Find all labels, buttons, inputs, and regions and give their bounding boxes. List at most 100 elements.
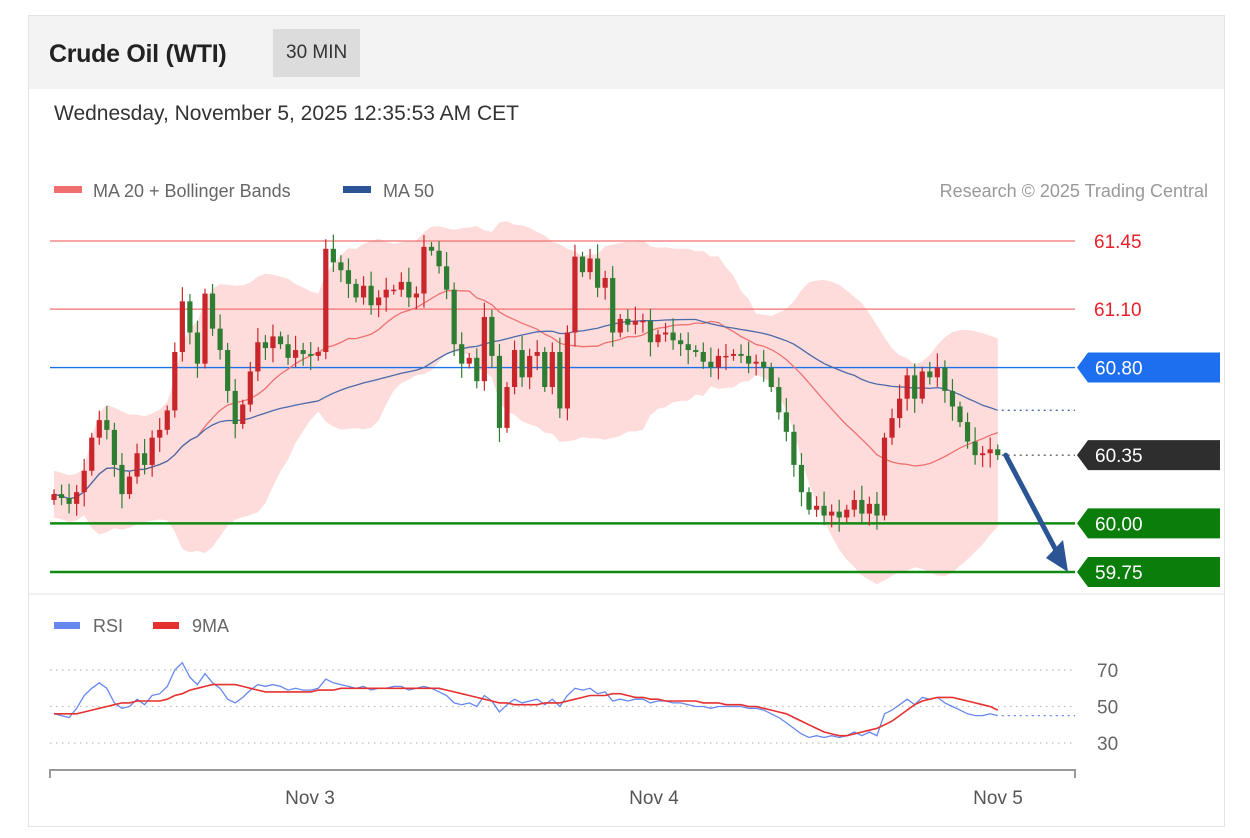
candle — [413, 286, 419, 310]
candle-body — [678, 340, 684, 345]
candle — [119, 453, 125, 509]
level-label-4: 60.00 — [1095, 514, 1143, 535]
candle-body — [104, 420, 110, 430]
candle-body — [277, 336, 284, 345]
candle-body — [874, 503, 880, 516]
candle — [881, 432, 888, 521]
timestamp: Wednesday, November 5, 2025 12:35:53 AM … — [54, 102, 519, 125]
candle-body — [345, 270, 352, 284]
candle — [187, 294, 193, 345]
candle — [587, 248, 593, 280]
candle-body — [119, 464, 125, 495]
candle-body — [980, 453, 986, 456]
candle — [89, 432, 95, 476]
candle-body — [406, 281, 412, 298]
candle-body — [768, 367, 774, 388]
candle — [134, 443, 140, 484]
candle-body — [164, 410, 170, 430]
timeframe-badge[interactable]: 30 MIN — [273, 29, 361, 77]
candle-body — [791, 431, 797, 465]
candle-body — [481, 316, 487, 382]
candle — [844, 504, 850, 523]
candle-body — [632, 320, 638, 325]
candle — [829, 504, 835, 528]
candle — [255, 328, 261, 381]
candle — [821, 491, 827, 526]
x-tick-label: Nov 4 — [629, 788, 679, 809]
candle-body — [881, 437, 888, 516]
candle — [308, 342, 314, 371]
candle — [489, 309, 495, 368]
rsi-pane: 30 50 70 — [50, 661, 1118, 755]
candle — [421, 234, 427, 308]
candle-body — [708, 361, 714, 368]
candle-body — [330, 248, 336, 263]
candle-body — [96, 420, 102, 438]
chart-header: Crude Oil (WTI) 30 MIN — [29, 16, 1224, 89]
candle-body — [368, 285, 374, 306]
candle-body — [474, 357, 480, 382]
candle — [96, 410, 102, 445]
candle-body — [761, 361, 767, 368]
candle-body — [413, 293, 419, 298]
candle — [360, 276, 367, 305]
candle — [640, 313, 646, 333]
price-levels — [50, 240, 1075, 574]
candle — [610, 266, 616, 347]
rsi-ma-line — [54, 683, 999, 737]
candle-body — [813, 505, 820, 510]
level-tag-5 — [1077, 557, 1220, 587]
candle — [806, 487, 812, 515]
candle-body — [942, 367, 948, 391]
candle — [126, 471, 133, 499]
candle — [209, 284, 216, 336]
candle-body — [866, 503, 872, 514]
candle — [300, 342, 306, 366]
level-label-1: 61.10 — [1094, 300, 1142, 321]
x-tick-label: Nov 3 — [285, 788, 335, 809]
candle-body — [225, 350, 231, 391]
candle-body — [315, 351, 321, 356]
candle — [293, 335, 299, 368]
candle — [700, 342, 706, 369]
copyright-notice: Research © 2025 Trading Central — [940, 181, 1208, 201]
candle-body — [904, 375, 910, 399]
candle — [783, 398, 789, 442]
candle-body — [836, 511, 842, 518]
candle-body — [595, 258, 601, 288]
candle — [670, 318, 676, 350]
candle-body — [919, 371, 925, 399]
candle-body — [693, 350, 699, 352]
candle — [277, 331, 284, 350]
instrument-title: Crude Oil (WTI) — [49, 40, 227, 68]
candle — [104, 405, 110, 440]
ma50-legend-label: MA 50 — [383, 181, 434, 201]
candle — [595, 244, 601, 298]
candle-body — [949, 390, 956, 407]
candle-body — [640, 320, 646, 323]
candle-body — [255, 342, 261, 372]
rsi-legend-label: RSI — [93, 616, 123, 636]
candle — [866, 496, 872, 526]
candle — [262, 335, 268, 360]
candle — [444, 252, 450, 300]
candle-body — [187, 301, 193, 333]
candle — [980, 446, 986, 468]
candle — [572, 244, 578, 347]
candle-body — [209, 293, 216, 329]
candle-body — [66, 498, 72, 504]
candle-body — [783, 412, 789, 432]
level-tag-4 — [1077, 508, 1220, 539]
rsi-tick-label: 50 — [1097, 698, 1118, 719]
candle — [836, 499, 842, 532]
candle-body — [859, 499, 865, 514]
candle-body — [496, 355, 503, 428]
bollinger-bands — [54, 221, 998, 585]
candle-body — [542, 351, 548, 388]
candle-body — [194, 332, 201, 364]
candle-body — [549, 351, 555, 388]
candle — [579, 251, 586, 278]
candle — [776, 377, 782, 420]
candle — [270, 324, 276, 363]
rsi-tick-label: 30 — [1097, 734, 1118, 755]
